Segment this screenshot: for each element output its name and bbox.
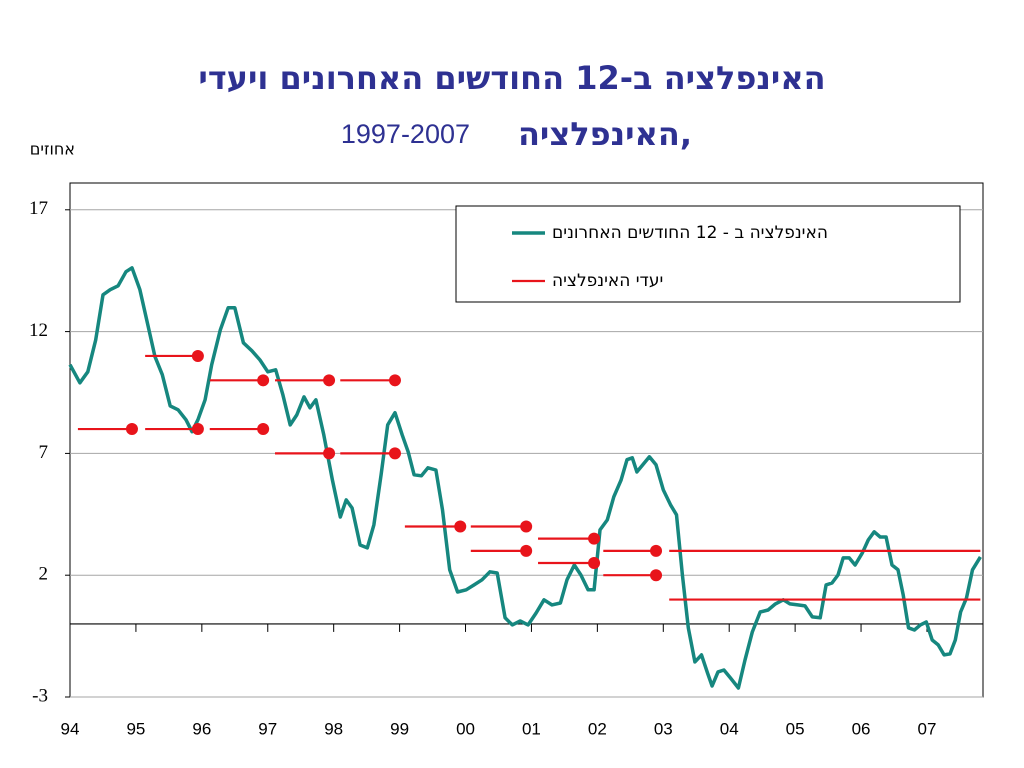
- x-tick-label: 98: [324, 719, 343, 738]
- target-dot: [191, 423, 204, 436]
- x-tick-label: 96: [192, 719, 211, 738]
- target-dot: [520, 520, 533, 533]
- y-tick-label: 7: [39, 442, 49, 463]
- chart-subtitle: האינפלציה,: [518, 115, 692, 153]
- x-tick-label: 07: [918, 719, 937, 738]
- x-tick-label: 01: [522, 719, 541, 738]
- target-dot: [125, 423, 138, 436]
- target-dot: [588, 532, 601, 545]
- target-dot: [323, 374, 336, 387]
- target-dot: [454, 520, 467, 533]
- legend-label: האינפלציה ב - 12 החודשים האחרונים: [552, 223, 828, 243]
- target-dot: [257, 423, 270, 436]
- x-tick-label: 04: [720, 719, 739, 738]
- chart-title: האינפלציה ב-12 החודשים האחרונים ויעדי: [198, 59, 825, 97]
- y-tick-label: -3: [32, 685, 48, 706]
- x-tick-label: 97: [258, 719, 277, 738]
- target-dot: [520, 544, 533, 557]
- y-tick-label: 2: [39, 564, 49, 585]
- target-dot: [650, 569, 663, 582]
- chart-subtitle-years: 1997-2007: [341, 119, 470, 149]
- y-axis-label: אחוזים: [30, 140, 75, 159]
- y-tick-label: 12: [29, 320, 48, 341]
- target-dot: [257, 374, 270, 387]
- x-tick-label: 95: [126, 719, 145, 738]
- target-dot: [388, 447, 401, 460]
- y-tick-label: 17: [29, 198, 48, 219]
- legend-box: [455, 205, 961, 303]
- legend-label: יעדי האינפלציה: [552, 271, 663, 291]
- x-tick-label: 99: [390, 719, 409, 738]
- inflation-line: [68, 266, 982, 690]
- x-tick-label: 94: [61, 719, 80, 738]
- target-dot: [323, 447, 336, 460]
- target-dot: [191, 349, 204, 362]
- target-dot: [588, 557, 601, 570]
- x-tick-label: 05: [786, 719, 805, 738]
- x-tick-label: 03: [654, 719, 673, 738]
- target-dot: [650, 544, 663, 557]
- x-tick-label: 06: [852, 719, 871, 738]
- x-tick-label: 02: [588, 719, 607, 738]
- target-dot: [388, 374, 401, 387]
- x-tick-label: 00: [456, 719, 475, 738]
